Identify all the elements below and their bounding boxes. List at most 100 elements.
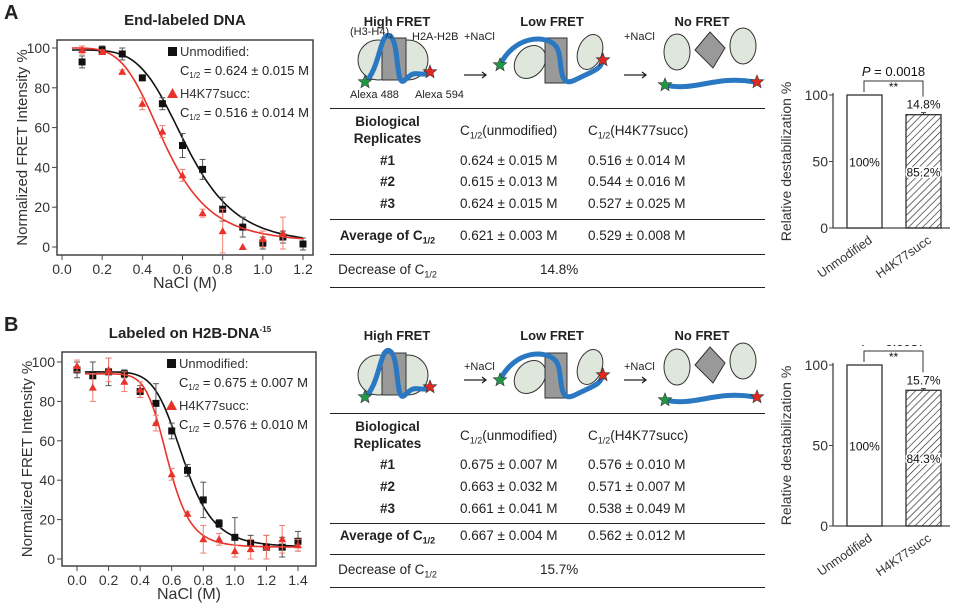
header-replicates: Biological Replicates: [353, 419, 422, 451]
y-tick-label: 80: [34, 80, 50, 96]
header-c-main: C: [588, 428, 598, 443]
arrow-icon: [624, 376, 648, 384]
significance-bracket: [863, 350, 924, 373]
data-point-succ: [238, 243, 247, 250]
arrow-icon: [624, 71, 648, 79]
fit-curve-succ: [72, 47, 304, 240]
decrease-value: 15.7%: [540, 562, 579, 577]
data-point-succ: [278, 535, 287, 543]
histone-dimer-icon: [513, 45, 547, 79]
header-unmodified: C1/2(unmodified): [460, 428, 557, 446]
data-point-unmodified: [239, 223, 247, 231]
y-tick-label: 60: [34, 120, 50, 136]
decrease-label-main: Decrease of C: [338, 562, 425, 577]
table-rule: [330, 287, 765, 288]
average-label-sub: 1/2: [422, 535, 436, 546]
data-point-succ: [151, 419, 160, 427]
chart-b-title: Labeled on H2B-DNA-15: [62, 325, 318, 342]
y-tick-label: 20: [34, 199, 50, 215]
data-point-succ: [178, 171, 187, 179]
stage-title: High FRET: [364, 328, 430, 343]
data-point-succ: [78, 45, 87, 53]
stage-title: Low FRET: [520, 14, 584, 29]
y-axis-label: Relative destabilization %: [778, 366, 794, 526]
table-rule: [330, 108, 765, 109]
c-half-annotation-unmodified: C1/2 = 0.675 ± 0.007 M: [179, 375, 308, 392]
header-replicates: Biological Replicates: [353, 114, 422, 146]
header-c-main: C: [460, 123, 470, 138]
table-header-row: Biological Replicates C1/2(unmodified) C…: [330, 113, 765, 153]
y-tick-label: 50: [812, 154, 828, 170]
x-tick-label: 0.4: [130, 572, 150, 588]
donor-fluorophore-icon: [357, 389, 373, 404]
donor-label: Alexa 488: [350, 89, 399, 101]
average-unmodified: 0.667 ± 0.004 M: [460, 528, 558, 543]
table-rule: [330, 587, 765, 588]
data-point-unmodified: [152, 399, 160, 407]
data-point-succ: [136, 385, 145, 393]
difference-label: 15.7%: [906, 373, 940, 387]
arrow-label: +NaCl: [464, 31, 495, 43]
average-succ: 0.529 ± 0.008 M: [588, 228, 686, 243]
stage-title: No FRET: [675, 328, 730, 343]
dna-strand-icon: [363, 33, 429, 84]
data-point-succ: [73, 361, 81, 369]
donor-fluorophore-icon: [657, 77, 673, 92]
c-half-succ: 0.544 ± 0.016 M: [588, 174, 686, 189]
x-tick-label: 1.2: [293, 261, 313, 277]
average-row: Average of C1/2 0.667 ± 0.004 M 0.562 ± 0.…: [330, 528, 765, 548]
bar-chart-b: 0 50 100 Relative destabilization % 100% Unmo…: [778, 345, 950, 579]
x-tick-label: 1.0: [253, 261, 273, 277]
decrease-label-sub: 1/2: [424, 569, 437, 580]
header-c-sub: 1/2: [597, 435, 611, 446]
data-point-unmodified: [78, 58, 86, 66]
significance-bracket: [863, 80, 924, 97]
data-point-succ: [278, 229, 287, 237]
legend-marker-unmodified: [168, 47, 177, 56]
data-point-unmodified: [184, 466, 191, 474]
bar-unmodified: [846, 94, 883, 229]
x-tick-label: 0.6: [162, 572, 182, 588]
c-half-unmodified: 0.615 ± 0.013 M: [460, 174, 558, 189]
arrow-label: +NaCl: [624, 361, 655, 373]
x-category-label: H4K77succ: [873, 233, 933, 281]
c-half-annotation-unmodified: C1/2 = 0.624 ± 0.015 M: [180, 63, 309, 80]
histone-dimer-icon: [663, 348, 691, 386]
x-tick-label: 0.0: [52, 261, 72, 277]
y-tick-label: 40: [39, 472, 55, 488]
y-tick-label: 20: [39, 512, 55, 528]
chart-b-title-sup: -15: [259, 325, 272, 334]
replicate-label: #1: [379, 457, 396, 472]
donor-fluorophore-icon: [357, 74, 373, 89]
replicate-label: #1: [379, 153, 396, 168]
fret-diagram-b: High FRET Low FRET No FRET +NaCl +NaCl: [357, 328, 765, 407]
chart-a-title: End-labeled DNA: [124, 12, 246, 29]
y-tick-label: 100: [27, 40, 51, 56]
x-axis-label: NaCl (M): [153, 275, 217, 292]
c-half-succ: 0.516 ± 0.014 M: [588, 153, 686, 168]
x-tick-label: 0.2: [99, 572, 119, 588]
x-tick-label: 0.8: [194, 572, 214, 588]
header-c-main: C: [588, 123, 598, 138]
difference-label: 14.8%: [906, 98, 940, 112]
replicate-label: #2: [379, 174, 396, 189]
h2a-h2b-label: H2A-H2B: [412, 31, 458, 43]
y-tick-label: 100: [805, 357, 829, 373]
data-point-succ: [215, 535, 224, 543]
data-point-unmodified: [231, 533, 239, 541]
bar-succ: [905, 114, 942, 229]
header-c-sub: 1/2: [597, 130, 611, 141]
table-rule: [330, 554, 765, 555]
y-tick-label: 100: [32, 354, 56, 370]
c-half-unmodified: 0.661 ± 0.041 M: [460, 501, 558, 516]
replicate-label: #3: [379, 196, 396, 211]
dna-strand-icon: [363, 348, 429, 399]
c-half-succ: 0.527 ± 0.025 M: [588, 196, 686, 211]
data-point-unmodified: [138, 74, 146, 82]
data-point-unmodified: [199, 496, 207, 504]
fit-curve-succ: [84, 373, 298, 548]
decrease-value: 14.8%: [540, 262, 579, 277]
data-point-unmodified: [299, 240, 307, 248]
replicate-label: #2: [379, 479, 396, 494]
